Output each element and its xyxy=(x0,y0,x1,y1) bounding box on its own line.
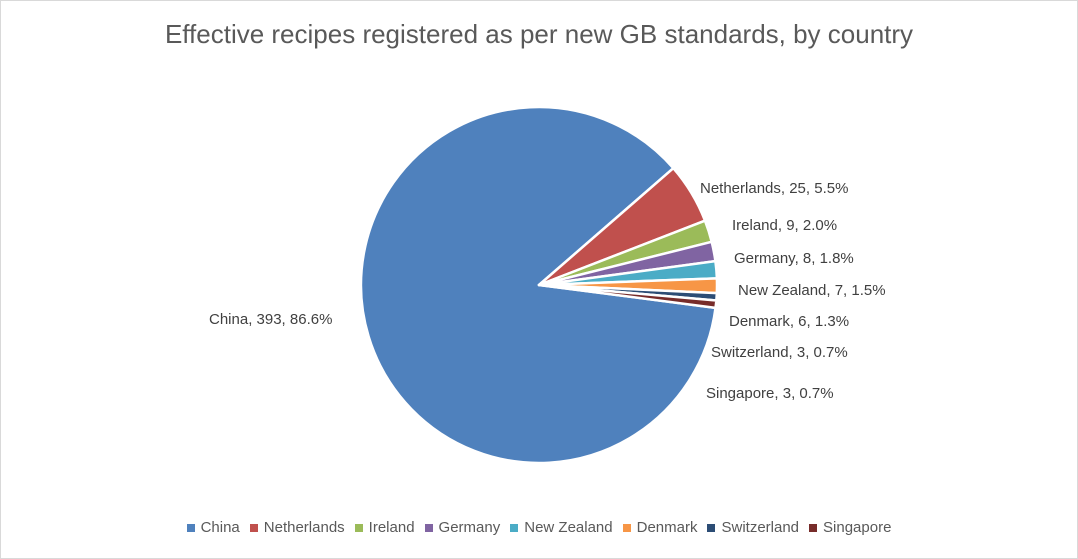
legend-swatch xyxy=(186,523,195,532)
data-label-denmark: Denmark, 6, 1.3% xyxy=(729,313,849,330)
data-label-netherlands: Netherlands, 25, 5.5% xyxy=(700,180,848,197)
pie-data-labels: China, 393, 86.6% Netherlands, 25, 5.5% Ir… xyxy=(209,180,886,402)
legend-item-new-zealand: New Zealand xyxy=(510,519,613,536)
legend-label: Denmark xyxy=(636,519,698,536)
legend-swatch xyxy=(510,523,519,532)
legend-label: China xyxy=(200,519,240,536)
legend-label: Singapore xyxy=(823,519,892,536)
legend-swatch xyxy=(424,523,433,532)
data-label-ireland: Ireland, 9, 2.0% xyxy=(732,217,837,234)
legend-item-china: China xyxy=(186,519,240,536)
legend-swatch xyxy=(809,523,818,532)
legend-label: Germany xyxy=(438,519,501,536)
legend-item-germany: Germany xyxy=(424,519,501,536)
legend-item-singapore: Singapore xyxy=(809,519,891,536)
legend-swatch xyxy=(622,523,631,532)
chart-legend: China Netherlands Ireland Germany New Zealan… xyxy=(1,519,1077,536)
legend-item-ireland: Ireland xyxy=(354,519,415,536)
legend-item-switzerland: Switzerland xyxy=(707,519,799,536)
pie-slice-singapore xyxy=(537,283,718,310)
pie-slices xyxy=(359,105,719,465)
legend-swatch xyxy=(354,523,363,532)
legend-swatch xyxy=(707,523,716,532)
legend-item-netherlands: Netherlands xyxy=(249,519,345,536)
legend-label: New Zealand xyxy=(524,519,613,536)
legend-label: Switzerland xyxy=(721,519,800,536)
legend-label: Ireland xyxy=(368,519,415,536)
data-label-germany: Germany, 8, 1.8% xyxy=(734,250,854,267)
legend-label: Netherlands xyxy=(263,519,345,536)
chart-title: Effective recipes registered as per new … xyxy=(164,19,914,49)
data-label-china: China, 393, 86.6% xyxy=(209,311,332,328)
legend-swatch xyxy=(249,523,258,532)
legend-item-denmark: Denmark xyxy=(622,519,698,536)
data-label-switzerland: Switzerland, 3, 0.7% xyxy=(711,344,848,361)
data-label-singapore: Singapore, 3, 0.7% xyxy=(706,385,834,402)
data-label-new-zealand: New Zealand, 7, 1.5% xyxy=(738,282,886,299)
